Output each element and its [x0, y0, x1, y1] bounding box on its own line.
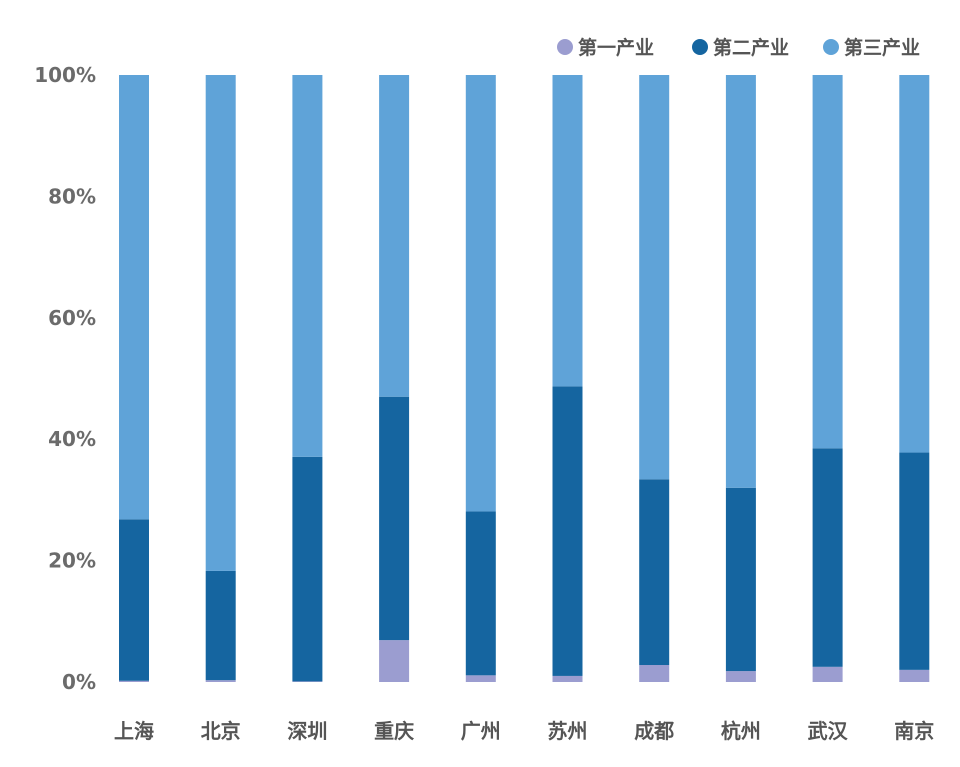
legend-item: 第一产业: [557, 36, 654, 59]
bar-stack: [552, 75, 583, 682]
legend-item: 第三产业: [823, 36, 920, 59]
x-tick-label: 北京: [201, 719, 241, 743]
x-tick-label: 重庆: [374, 719, 414, 743]
x-tick-label: 深圳: [287, 719, 327, 743]
bar-segment: [465, 75, 496, 512]
bar-segment: [205, 680, 236, 682]
bar-segment: [725, 671, 756, 682]
y-tick-label: 0%: [62, 670, 96, 694]
x-axis: 上海 北京 深圳 重庆 广州 苏州 成都 杭州 武汉 南京: [114, 719, 934, 743]
legend-item: 第二产业: [692, 36, 789, 59]
bar-segment: [725, 75, 756, 488]
bar-stack: [899, 75, 930, 682]
bar-segment: [379, 75, 410, 397]
bar-segment: [639, 479, 670, 666]
bar-segment: [812, 666, 843, 682]
bar-segment: [552, 75, 583, 387]
x-tick-label: 上海: [114, 719, 154, 743]
bar-segment: [552, 386, 583, 676]
bar-stack: [205, 75, 236, 682]
bar-segment: [292, 75, 323, 457]
y-axis: 0% 20% 40% 60% 80% 100%: [34, 63, 96, 694]
bar-segment: [465, 675, 496, 682]
y-tick-label: 40%: [48, 427, 96, 451]
bar-segment: [899, 452, 930, 670]
bar-stack: [379, 75, 410, 682]
bar-segment: [379, 396, 410, 641]
bar-segment: [205, 75, 236, 571]
bar-segment: [899, 669, 930, 682]
x-tick-label: 广州: [461, 719, 501, 743]
bar-segment: [899, 75, 930, 453]
bar-segment: [119, 519, 149, 681]
legend-marker: [692, 39, 708, 55]
legend-label: 第三产业: [844, 36, 920, 59]
bar-stack: [292, 75, 323, 682]
bar-segment: [639, 75, 670, 480]
bar-stack: [639, 75, 670, 682]
y-tick-label: 20%: [48, 549, 96, 573]
bar-stack: [725, 75, 756, 682]
bars: [119, 75, 930, 682]
bar-segment: [119, 75, 149, 520]
x-tick-label: 成都: [634, 719, 674, 743]
bar-segment: [379, 640, 410, 682]
bar-stack: [465, 75, 496, 682]
x-tick-label: 苏州: [548, 719, 588, 743]
legend-marker: [823, 39, 839, 55]
bar-segment: [292, 456, 323, 682]
x-tick-label: 杭州: [721, 719, 761, 743]
legend: 第一产业 第二产业 第三产业: [557, 36, 920, 59]
x-tick-label: 武汉: [808, 719, 849, 743]
bar-segment: [725, 487, 756, 672]
y-tick-label: 100%: [34, 63, 96, 87]
legend-marker: [557, 39, 573, 55]
bar-segment: [465, 511, 496, 676]
bar-segment: [552, 675, 583, 682]
legend-label: 第一产业: [578, 36, 654, 59]
bar-segment: [812, 75, 843, 449]
bar-segment: [812, 448, 843, 667]
bar-segment: [119, 680, 149, 682]
legend-label: 第二产业: [713, 36, 789, 59]
bar-segment: [639, 665, 670, 682]
bar-stack: [812, 75, 843, 682]
bar-stack: [119, 75, 149, 682]
y-tick-label: 80%: [48, 184, 96, 208]
y-tick-label: 60%: [48, 306, 96, 330]
bar-segment: [205, 570, 236, 681]
bar-segment: [292, 681, 323, 682]
x-tick-label: 南京: [894, 719, 934, 743]
